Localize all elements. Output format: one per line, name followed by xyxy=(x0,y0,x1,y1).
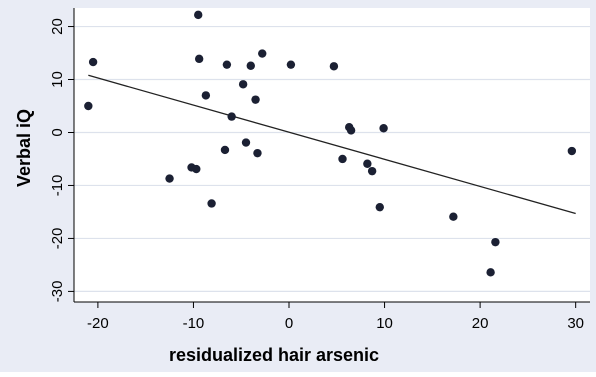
data-point xyxy=(375,202,384,212)
data-point xyxy=(567,146,577,156)
y-axis-title: Verbal iQ xyxy=(14,109,34,187)
data-point xyxy=(338,154,347,164)
data-point xyxy=(253,148,262,158)
data-point xyxy=(258,49,267,58)
data-point xyxy=(207,199,216,208)
data-point xyxy=(194,10,203,20)
data-point xyxy=(84,101,93,111)
data-points xyxy=(84,10,577,277)
x-tick-label: 30 xyxy=(567,315,584,332)
data-point xyxy=(201,91,211,100)
data-point xyxy=(165,174,174,183)
data-point xyxy=(194,54,204,64)
data-point xyxy=(222,60,232,69)
data-point xyxy=(286,60,296,69)
plot-area xyxy=(74,8,590,302)
data-point xyxy=(449,212,458,221)
data-point xyxy=(246,61,255,70)
x-tick-label: 20 xyxy=(472,315,489,332)
data-point xyxy=(220,145,230,155)
data-point xyxy=(238,80,248,89)
x-tick-label: -20 xyxy=(87,315,109,332)
data-point xyxy=(241,138,251,147)
y-tick-label: -10 xyxy=(49,175,66,197)
data-point xyxy=(88,57,98,67)
data-point xyxy=(192,164,201,174)
x-tick-label: -10 xyxy=(183,315,205,332)
axes: -20 -10 0 10 20 30 -30 -20 -10 0 10 20 xyxy=(49,8,590,332)
data-point xyxy=(227,112,236,121)
fit-line-group xyxy=(88,74,576,215)
x-axis-title: residualized hair arsenic xyxy=(169,345,379,365)
y-tick-label: 10 xyxy=(49,71,66,88)
data-point xyxy=(367,166,377,176)
y-tick-label: -30 xyxy=(49,281,66,303)
data-point xyxy=(491,237,500,247)
y-tick-label: 20 xyxy=(49,18,66,35)
gridlines xyxy=(74,25,590,293)
fit-line xyxy=(88,74,576,215)
data-point xyxy=(251,95,260,104)
data-point xyxy=(329,62,339,71)
x-tick-label: 0 xyxy=(285,315,293,332)
data-point xyxy=(379,124,388,133)
y-tick-label: 0 xyxy=(49,128,66,136)
y-tick-label: -20 xyxy=(49,228,66,250)
data-point xyxy=(363,159,372,168)
x-tick-label: 10 xyxy=(376,315,393,332)
data-point xyxy=(486,268,495,277)
data-point xyxy=(346,126,356,135)
